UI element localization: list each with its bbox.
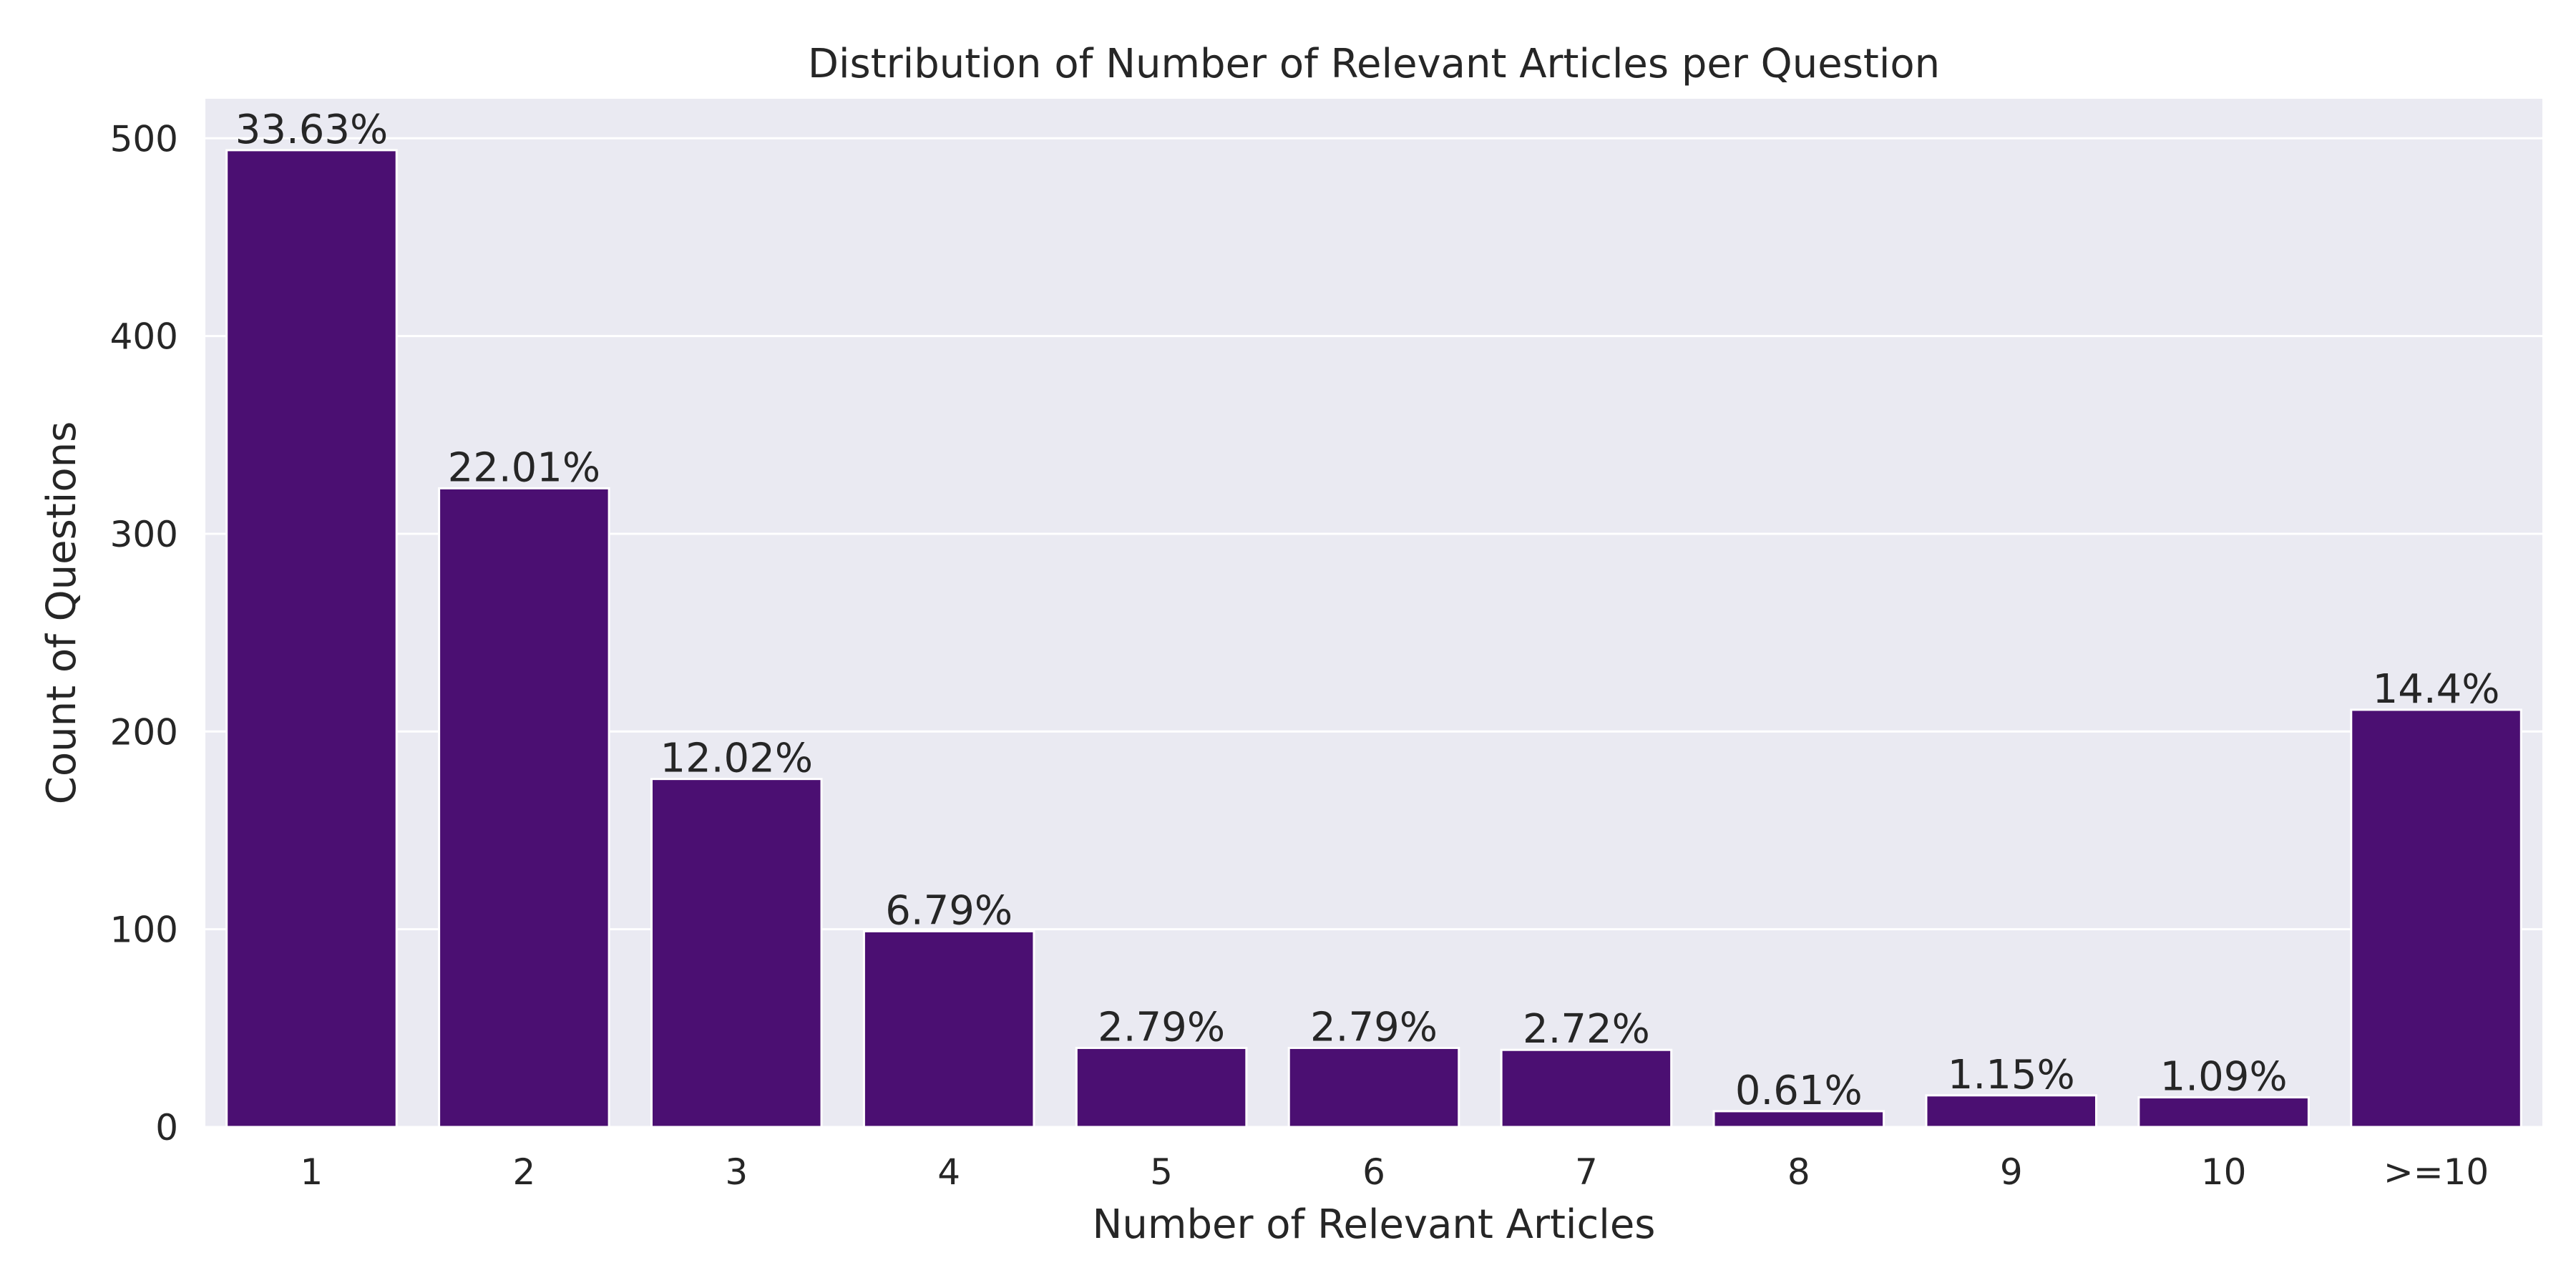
data-label-5: 2.79%: [1098, 1004, 1225, 1050]
bar-3: [650, 778, 823, 1128]
bar-1: [225, 149, 398, 1128]
x-tick-label-2: 2: [512, 1151, 535, 1193]
bar-9: [1925, 1094, 2097, 1128]
data-label-3: 12.02%: [660, 736, 814, 782]
data-label-8: 0.61%: [1735, 1068, 1863, 1114]
data-label-1: 33.63%: [235, 107, 389, 153]
x-tick-label-3: 3: [725, 1151, 748, 1193]
chart-title: Distribution of Number of Relevant Artic…: [808, 41, 1940, 87]
y-tick-label: 200: [110, 711, 178, 753]
x-tick-label-6: 6: [1362, 1151, 1385, 1193]
x-tick-label-7: 7: [1575, 1151, 1598, 1193]
y-tick-labels: 0 100 200 300 400 500: [110, 118, 178, 1148]
data-label-2: 22.01%: [448, 444, 601, 491]
data-labels: 33.63% 22.01% 12.02% 6.79% 2.79% 2.79% 2.72% 0.…: [235, 107, 2500, 1114]
bar-6: [1287, 1046, 1460, 1128]
y-axis-label: Count of Questions: [39, 421, 85, 805]
bar-8: [1712, 1110, 1885, 1128]
data-label-10: 1.09%: [2160, 1054, 2288, 1101]
bar-10: [2137, 1096, 2310, 1128]
bars: [225, 149, 2522, 1128]
y-tick-label: 400: [110, 316, 178, 358]
x-tick-label-1: 1: [301, 1151, 323, 1193]
bar-5: [1075, 1046, 1248, 1128]
x-tick-label->=10: >=10: [2384, 1151, 2489, 1193]
x-axis-label: Number of Relevant Articles: [1093, 1201, 1656, 1248]
x-tick-labels: 1 2 3 4 5 6 7 8 9 10 >=10: [301, 1151, 2489, 1193]
x-tick-label-8: 8: [1787, 1151, 1810, 1193]
bar-4: [862, 930, 1035, 1128]
y-tick-label: 0: [155, 1107, 178, 1148]
bar-7: [1500, 1048, 1673, 1128]
data-label-4: 6.79%: [885, 887, 1013, 934]
x-tick-label-4: 4: [937, 1151, 960, 1193]
y-tick-label: 100: [110, 909, 178, 951]
bar->=10: [2350, 708, 2522, 1128]
data-label-9: 1.15%: [1948, 1052, 2075, 1098]
x-tick-label-9: 9: [2000, 1151, 2023, 1193]
bar-2: [438, 487, 610, 1128]
x-tick-label-5: 5: [1150, 1151, 1173, 1193]
data-label->=10: 14.4%: [2373, 666, 2500, 713]
data-label-6: 2.79%: [1310, 1004, 1438, 1050]
y-tick-label: 500: [110, 118, 178, 160]
data-label-7: 2.72%: [1523, 1006, 1650, 1053]
x-tick-label-10: 10: [2201, 1151, 2247, 1193]
y-tick-label: 300: [110, 514, 178, 555]
